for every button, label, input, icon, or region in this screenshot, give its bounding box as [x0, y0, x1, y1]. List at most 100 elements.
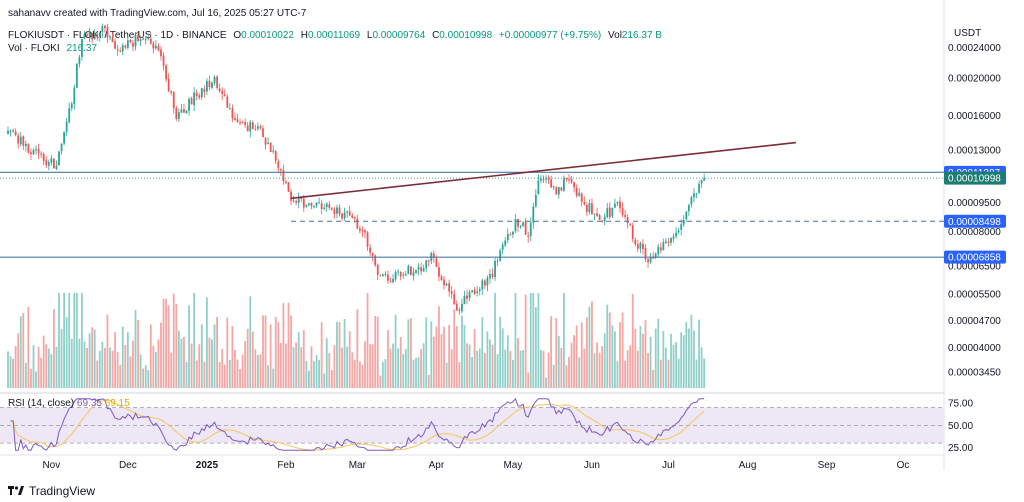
time-tick-label: Oc [897, 460, 910, 471]
tradingview-watermark[interactable]: TradingView [8, 484, 95, 498]
time-tick-label: Sep [818, 460, 836, 471]
volume-bar [647, 353, 649, 388]
candle-body [177, 112, 180, 120]
volume-bar [430, 321, 433, 388]
candle-body [42, 154, 45, 162]
volume-bar [236, 359, 239, 388]
volume-bar [40, 357, 43, 388]
volume-bar [506, 335, 509, 388]
candle-body [262, 128, 264, 138]
candle-body [374, 255, 377, 266]
candle-body [519, 226, 522, 228]
candle-body [264, 137, 267, 145]
candle-body [636, 244, 639, 249]
time-tick-label: Aug [739, 460, 757, 471]
price-badge-label: 0.00006858 [948, 253, 1001, 264]
candle-body [351, 215, 354, 218]
volume-bar [308, 370, 310, 388]
volume-bar [218, 362, 221, 388]
volume-bar [305, 361, 308, 388]
price-tick-label: 0.00020000 [948, 74, 1001, 85]
volume-bar [489, 339, 491, 388]
candle-body [353, 217, 356, 219]
candle-body [685, 211, 688, 220]
candle-body [356, 218, 359, 229]
candle-body [124, 45, 127, 48]
volume-bar [499, 316, 502, 388]
candle-body [402, 274, 405, 276]
volume-bar [147, 369, 150, 388]
volume-bar [221, 348, 224, 388]
time-tick-label: Dec [119, 460, 137, 471]
volume-bar [228, 359, 231, 388]
candle-body [341, 213, 343, 219]
volume-bar [338, 322, 341, 388]
volume-bar [282, 302, 285, 388]
candle-body [670, 237, 672, 243]
candle-body [274, 151, 277, 161]
candle-body [578, 192, 581, 196]
candle-body [517, 218, 519, 227]
volume-bar [333, 345, 336, 388]
volume-bar [353, 359, 356, 388]
candle-body [50, 158, 53, 163]
volume-bar [435, 326, 438, 388]
volume-bar [152, 345, 155, 388]
price-tick-label: 0.00004700 [948, 316, 1001, 327]
candle-body [672, 236, 675, 239]
candle-body [121, 45, 124, 52]
candle-body [626, 217, 629, 223]
price-tick-label: 0.00013000 [948, 146, 1001, 157]
time-tick-label: Apr [429, 460, 445, 471]
candle-body [91, 32, 94, 40]
price-tick-label: 0.00016000 [948, 111, 1001, 122]
candle-body [438, 267, 440, 277]
volume-bar [234, 349, 236, 388]
volume-bar [251, 331, 254, 388]
candle-body [420, 267, 422, 272]
volume-bar [631, 293, 634, 388]
candle-body [496, 260, 499, 262]
candle-body [407, 265, 410, 274]
volume-bar [114, 332, 116, 388]
candle-body [22, 136, 25, 146]
candle-body [514, 219, 517, 232]
candle-body [361, 230, 364, 232]
candle-body [463, 295, 466, 305]
volume-bar [50, 353, 53, 388]
time-tick-label: 2025 [196, 460, 219, 471]
volume-bar [642, 333, 644, 388]
candle-body [545, 178, 547, 180]
volume-bar [481, 317, 484, 388]
volume-bar [188, 305, 190, 388]
volume-bar [177, 330, 180, 388]
symbol-legend[interactable]: FLOKIUSDT · FLOKI / TetherUS · 1D · BINA… [8, 30, 662, 41]
volume-bar [165, 298, 167, 388]
volume-bar [621, 312, 624, 388]
candle-body [272, 150, 275, 152]
volume-bar [7, 351, 9, 388]
candle-body [223, 94, 226, 96]
volume-bar [295, 342, 298, 388]
volume-bar [12, 358, 14, 388]
candle-body [162, 55, 165, 66]
volume-bar [652, 370, 655, 388]
volume-bar [417, 357, 420, 388]
volume-bar [279, 342, 282, 388]
candle-body [246, 125, 249, 132]
volume-bar [626, 350, 629, 388]
candle-body [509, 234, 512, 236]
candle-body [155, 45, 157, 49]
candle-body [427, 260, 430, 262]
candle-body [453, 293, 456, 305]
candle-body [381, 274, 384, 277]
ohlc-open: O0.00010022 [233, 30, 294, 41]
price-change: +0.00000977 (+9.75%) [498, 30, 602, 41]
candle-body [144, 39, 147, 41]
volume-bar [680, 332, 683, 388]
volume-bar [570, 342, 573, 388]
volume-bar [420, 348, 422, 388]
volume-bar [422, 343, 425, 388]
volume-bar [634, 328, 637, 388]
